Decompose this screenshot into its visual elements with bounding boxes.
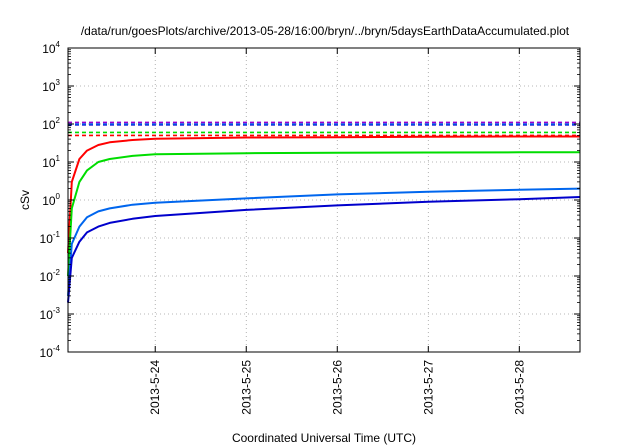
series-line	[67, 151, 580, 277]
y-tick-label: 102	[42, 116, 60, 132]
y-tick-label: 10-2	[40, 268, 61, 284]
series-line	[67, 196, 581, 303]
y-tick-label: 104	[42, 40, 60, 56]
x-tick-label: 2013-5-25	[239, 360, 253, 415]
y-axis-label: cSv	[18, 190, 32, 210]
x-tick-label: 2013-5-26	[330, 360, 344, 415]
y-tick-label: 10-3	[40, 306, 61, 322]
y-tick-label: 100	[42, 192, 60, 208]
x-tick-labels: 2013-5-24 2013-5-25 2013-5-26 2013-5-27 2013…	[148, 360, 526, 415]
ticks	[68, 47, 580, 353]
x-tick-label: 2013-5-24	[148, 360, 162, 415]
y-tick-labels: 104 103 102 101 100 10-1 10-2 10-3 10-4	[40, 40, 61, 360]
y-tick-label: 10-4	[40, 344, 61, 360]
series-line	[67, 135, 580, 254]
x-tick-label: 2013-5-28	[512, 360, 526, 415]
y-tick-label: 103	[42, 78, 60, 94]
y-tick-label: 10-1	[40, 230, 61, 246]
series-group	[67, 121, 581, 303]
y-tick-label: 101	[42, 154, 60, 170]
chart-title: /data/run/goesPlots/archive/2013-05-28/1…	[81, 24, 570, 38]
x-tick-label: 2013-5-27	[421, 360, 435, 415]
series-line	[67, 187, 581, 296]
x-axis-label: Coordinated Universal Time (UTC)	[232, 431, 416, 445]
